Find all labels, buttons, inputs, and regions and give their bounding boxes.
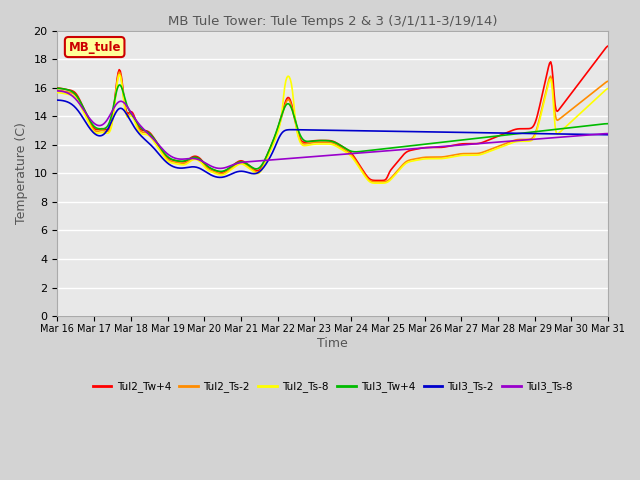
- X-axis label: Time: Time: [317, 336, 348, 349]
- Legend: Tul2_Tw+4, Tul2_Ts-2, Tul2_Ts-8, Tul3_Tw+4, Tul3_Ts-2, Tul3_Ts-8: Tul2_Tw+4, Tul2_Ts-2, Tul2_Ts-8, Tul3_Tw…: [88, 377, 577, 396]
- Text: MB_tule: MB_tule: [68, 40, 121, 54]
- Title: MB Tule Tower: Tule Temps 2 & 3 (3/1/11-3/19/14): MB Tule Tower: Tule Temps 2 & 3 (3/1/11-…: [168, 15, 497, 28]
- Y-axis label: Temperature (C): Temperature (C): [15, 122, 28, 224]
